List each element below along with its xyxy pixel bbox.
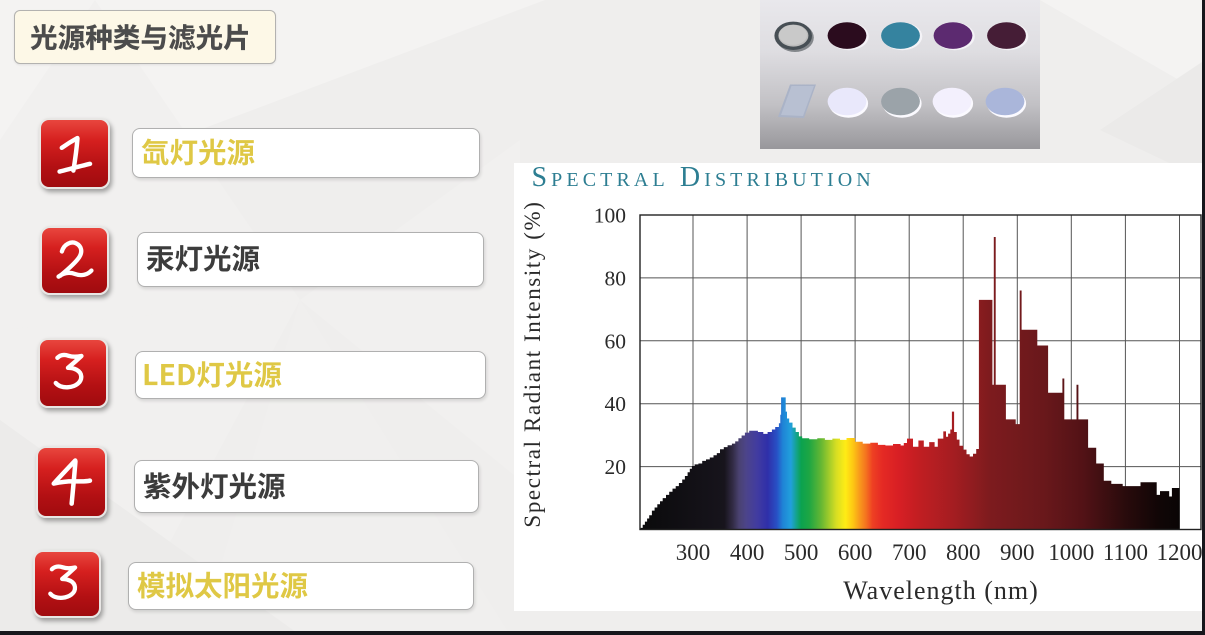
svg-text:1200: 1200	[1157, 540, 1203, 565]
svg-text:900: 900	[1000, 540, 1035, 565]
svg-text:80: 80	[605, 266, 627, 290]
svg-text:Spectral Distribution: Spectral Distribution	[532, 163, 875, 193]
svg-text:100: 100	[594, 204, 626, 228]
svg-text:400: 400	[730, 540, 765, 565]
svg-text:Wavelength (nm): Wavelength (nm)	[843, 576, 1039, 605]
svg-text:500: 500	[784, 540, 819, 565]
svg-text:600: 600	[838, 540, 873, 565]
svg-text:300: 300	[676, 540, 711, 565]
svg-text:1100: 1100	[1103, 540, 1148, 565]
svg-text:20: 20	[605, 455, 627, 479]
svg-text:1000: 1000	[1048, 540, 1094, 565]
svg-text:60: 60	[605, 329, 627, 353]
svg-text:800: 800	[946, 540, 981, 565]
svg-text:40: 40	[605, 392, 627, 416]
svg-text:700: 700	[892, 540, 927, 565]
svg-text:Spectral Radiant Intensity (%): Spectral Radiant Intensity (%)	[520, 200, 545, 527]
